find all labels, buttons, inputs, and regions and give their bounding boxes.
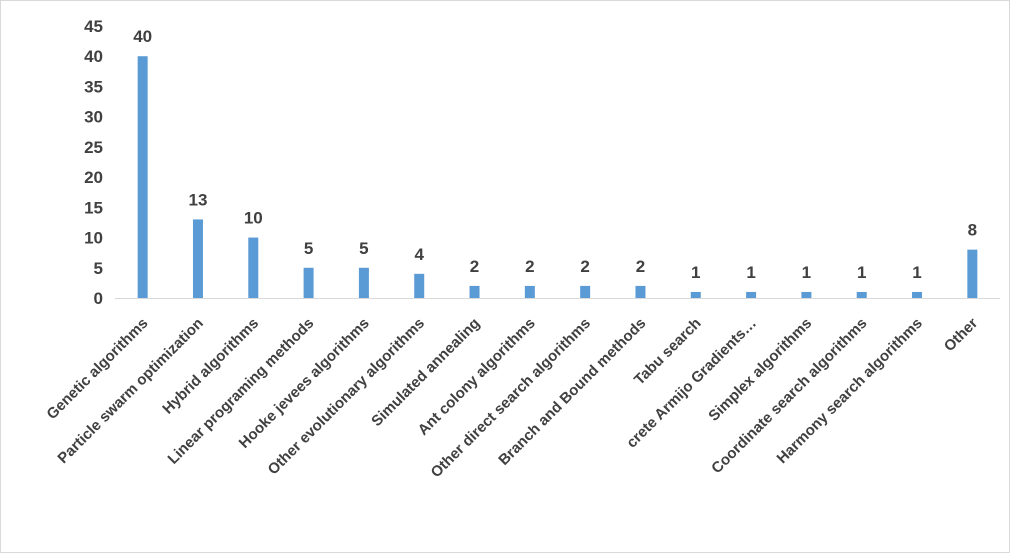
bar [192,219,203,298]
x-tick-label: Simplex algorithms [705,315,815,425]
data-label: 2 [525,257,534,276]
bar [524,285,535,298]
data-label: 5 [304,239,313,258]
y-tick-label: 25 [84,138,103,157]
data-label: 13 [189,190,208,209]
bar [469,285,480,298]
x-tick-label: Other [941,315,981,355]
y-tick-label: 30 [84,108,103,127]
data-label: 1 [691,263,700,282]
data-label: 4 [414,245,424,264]
data-label: 1 [746,263,755,282]
y-tick-label: 15 [84,198,103,217]
bar [912,291,923,298]
data-label: 40 [133,27,152,46]
data-label: 1 [802,263,811,282]
y-tick-label: 45 [84,17,103,36]
y-tick-label: 40 [84,47,103,66]
data-label: 1 [857,263,866,282]
data-label: 2 [636,257,645,276]
bar [690,291,701,298]
bar [248,237,259,298]
data-label: 2 [470,257,479,276]
y-tick-label: 5 [94,259,103,278]
bar-series [137,56,978,298]
x-tick-label: Genetic algorithms [43,315,151,423]
bar [856,291,867,298]
y-tick-label: 10 [84,229,103,248]
bar [358,267,369,298]
y-tick-label: 35 [84,77,103,96]
data-label: 5 [359,239,368,258]
data-label: 10 [244,209,263,228]
bar [580,285,591,298]
data-label: 8 [968,221,977,240]
bar [137,56,148,298]
bar [414,273,425,298]
data-label: 2 [580,257,589,276]
data-labels: 40 13 10 5 5 4 2 2 2 2 1 1 1 1 1 8 [133,27,977,282]
bar [746,291,757,298]
x-tick-label: Hybrid algorithms [159,315,262,418]
bar [801,291,812,298]
x-tick-label: Simulated annealing [368,315,483,430]
bar [635,285,646,298]
data-label: 1 [912,263,921,282]
y-tick-label: 0 [94,289,103,308]
y-tick-label: 20 [84,168,103,187]
bar [967,249,978,298]
bar [303,267,314,298]
